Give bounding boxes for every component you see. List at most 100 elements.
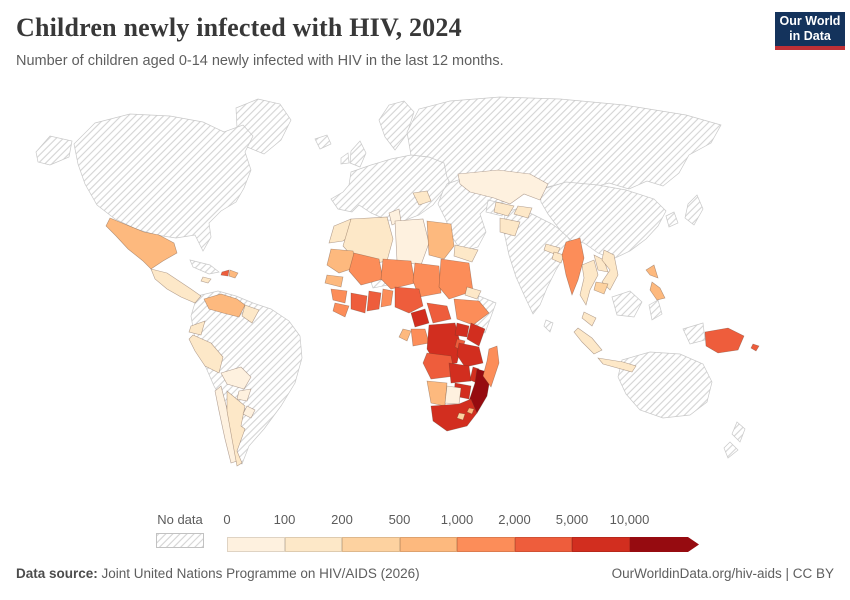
map-region-uganda[interactable]: [454, 322, 470, 338]
map-region-west-papua[interactable]: [682, 322, 706, 345]
map-region-togo-benin[interactable]: [380, 288, 394, 308]
map-region-madagascar[interactable]: [482, 345, 500, 388]
legend-segment[interactable]: [284, 537, 342, 552]
legend-no-data-label: No data: [157, 512, 203, 527]
map-region-philippines[interactable]: [645, 264, 666, 301]
map-region-eswatini[interactable]: [466, 407, 475, 415]
map-region-congo[interactable]: [410, 328, 430, 347]
owid-logo-line1: Our World: [779, 14, 841, 28]
map-region-java[interactable]: [597, 357, 637, 373]
map-region-afghanistan[interactable]: [499, 217, 521, 237]
map-region-kenya[interactable]: [466, 322, 486, 347]
map-region-south-africa[interactable]: [430, 398, 478, 432]
map-region-gabon[interactable]: [398, 328, 412, 342]
legend-tick-label: 5,000: [555, 512, 589, 527]
map-region-libya[interactable]: [394, 218, 430, 266]
map-region-bangladesh[interactable]: [551, 251, 565, 264]
map-region-ecuador[interactable]: [188, 320, 206, 336]
legend-no-data[interactable]: No data: [155, 512, 205, 548]
map-region-chad[interactable]: [412, 262, 442, 298]
map-region-zambia[interactable]: [448, 362, 472, 384]
map-region-canada-usa[interactable]: [73, 113, 254, 252]
map-region-cameroon[interactable]: [410, 308, 430, 328]
map-region-uk[interactable]: [349, 140, 367, 168]
map-region-india-pakistan[interactable]: [503, 207, 573, 315]
map-region-europe[interactable]: [330, 154, 452, 222]
map-region-tanzania[interactable]: [456, 342, 484, 368]
map-region-eritrea[interactable]: [464, 286, 482, 300]
map-region-ireland[interactable]: [340, 152, 350, 165]
data-source-text: Joint United Nations Programme on HIV/AI…: [97, 566, 420, 581]
map-region-botswana[interactable]: [444, 385, 462, 405]
map-region-dominican-republic[interactable]: [228, 269, 239, 279]
map-region-guyana-suriname[interactable]: [241, 304, 260, 324]
map-region-solomon-islands[interactable]: [750, 343, 760, 352]
legend-tick-label: 200: [331, 512, 353, 527]
map-region-new-zealand[interactable]: [723, 421, 746, 459]
map-region-guinea[interactable]: [330, 288, 348, 304]
map-region-niger[interactable]: [380, 258, 416, 290]
map-region-sulawesi[interactable]: [648, 299, 663, 321]
map-region-uruguay[interactable]: [242, 405, 256, 419]
map-region-cambodia[interactable]: [593, 281, 609, 295]
legend-segment[interactable]: [514, 537, 572, 552]
legend-color-bar[interactable]: 0 100 200 500 1,000 2,000 5,000 10,000: [223, 512, 707, 554]
map-region-central-african-republic[interactable]: [426, 302, 452, 324]
map-region-ethiopia[interactable]: [453, 298, 490, 326]
legend-segment[interactable]: [342, 537, 400, 552]
map-region-russia[interactable]: [406, 96, 722, 192]
legend-segment[interactable]: [399, 537, 457, 552]
map-region-senegal[interactable]: [324, 274, 344, 288]
map-region-laos[interactable]: [593, 254, 609, 273]
page-title: Children newly infected with HIV, 2024: [16, 13, 462, 42]
map-region-bolivia[interactable]: [220, 366, 252, 390]
legend-segment[interactable]: [227, 537, 285, 552]
map-region-kazakhstan[interactable]: [457, 169, 549, 205]
map-region-egypt[interactable]: [426, 220, 455, 260]
map-region-mauritania[interactable]: [326, 248, 358, 274]
map-region-korea[interactable]: [665, 211, 679, 228]
map-region-iceland[interactable]: [314, 134, 332, 150]
map-region-jamaica[interactable]: [200, 276, 212, 284]
data-source-label: Data source:: [16, 566, 98, 581]
map-region-angola[interactable]: [422, 352, 456, 380]
map-region-peru[interactable]: [188, 334, 224, 374]
legend-segment[interactable]: [630, 537, 700, 552]
map-region-sudan[interactable]: [438, 258, 474, 300]
map-region-papua-new-guinea[interactable]: [704, 327, 745, 354]
map-region-venezuela[interactable]: [203, 293, 246, 318]
map-region-thailand[interactable]: [579, 259, 599, 306]
map-region-nigeria[interactable]: [394, 286, 424, 314]
map-region-yemen[interactable]: [453, 244, 479, 263]
map-region-argentina[interactable]: [226, 390, 246, 467]
map-region-romania[interactable]: [412, 190, 432, 206]
map-region-myanmar[interactable]: [561, 237, 585, 296]
map-region-namibia[interactable]: [426, 380, 448, 407]
legend-no-data-swatch: [156, 533, 204, 548]
map-region-kyrgyzstan-tajikistan[interactable]: [513, 205, 533, 219]
map-region-paraguay[interactable]: [236, 388, 252, 402]
map-region-ghana[interactable]: [366, 290, 382, 312]
map-region-lesotho[interactable]: [456, 412, 466, 421]
map-region-malaysia[interactable]: [581, 311, 597, 327]
map-region-uzbekistan[interactable]: [493, 201, 515, 217]
map-region-sierra-leone-liberia[interactable]: [332, 302, 350, 318]
legend-segment[interactable]: [457, 537, 515, 552]
map-region-china-mongolia[interactable]: [539, 181, 667, 260]
credit-link[interactable]: OurWorldinData.org/hiv-aids | CC BY: [611, 566, 834, 581]
map-region-japan[interactable]: [684, 194, 704, 226]
map-region-cote-divoire[interactable]: [350, 292, 368, 314]
map-region-sumatra[interactable]: [573, 327, 603, 355]
map-region-scandinavia[interactable]: [378, 100, 415, 151]
legend-segment[interactable]: [572, 537, 630, 552]
map-region-cuba[interactable]: [189, 259, 220, 275]
map-region-haiti[interactable]: [220, 269, 230, 277]
map-region-sri-lanka[interactable]: [543, 319, 554, 333]
map-region-mali[interactable]: [348, 252, 384, 286]
map-region-australia[interactable]: [617, 351, 713, 419]
map-region-central-america[interactable]: [150, 268, 202, 304]
map-region-mexico[interactable]: [105, 217, 178, 270]
map-region-borneo[interactable]: [611, 290, 643, 318]
legend-tick-label: 10,000: [609, 512, 650, 527]
map-region-alaska[interactable]: [35, 135, 73, 166]
